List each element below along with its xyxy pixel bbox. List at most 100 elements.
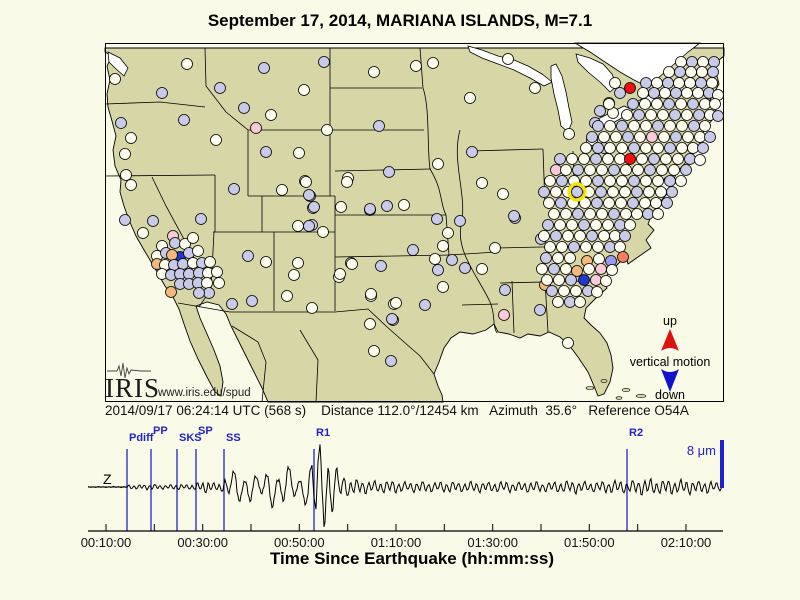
station-dot[interactable]: [169, 237, 181, 249]
station-dot[interactable]: [636, 153, 648, 165]
station-dot[interactable]: [694, 131, 706, 143]
station-dot[interactable]: [640, 142, 652, 154]
station-dot[interactable]: [651, 77, 663, 89]
station-dot[interactable]: [308, 201, 320, 213]
station-dot[interactable]: [562, 337, 574, 349]
station-dot[interactable]: [556, 241, 568, 253]
station-dot[interactable]: [640, 175, 652, 187]
station-dot[interactable]: [555, 197, 567, 209]
station-dot[interactable]: [454, 215, 466, 227]
station-dot[interactable]: [595, 186, 607, 198]
station-dot[interactable]: [201, 277, 213, 289]
station-dot[interactable]: [570, 285, 582, 297]
station-dot[interactable]: [432, 158, 444, 170]
station-dot[interactable]: [664, 175, 676, 187]
station-dot[interactable]: [203, 287, 215, 299]
station-dot[interactable]: [620, 164, 632, 176]
station-dot[interactable]: [544, 241, 556, 253]
station-dot[interactable]: [578, 153, 590, 165]
station-dot[interactable]: [674, 66, 686, 78]
station-dot[interactable]: [592, 241, 604, 253]
station-dot[interactable]: [578, 219, 590, 231]
station-dot[interactable]: [580, 142, 592, 154]
station-dot[interactable]: [627, 98, 639, 110]
station-dot[interactable]: [541, 274, 553, 286]
station-dot[interactable]: [115, 117, 127, 129]
station-dot[interactable]: [385, 355, 397, 367]
station-dot[interactable]: [410, 60, 422, 72]
station-dot[interactable]: [617, 251, 629, 263]
station-dot[interactable]: [659, 87, 671, 99]
station-dot[interactable]: [187, 232, 199, 244]
station-dot[interactable]: [660, 153, 672, 165]
iris-url[interactable]: www.iris.edu/spud: [157, 387, 251, 399]
station-dot[interactable]: [633, 109, 645, 121]
station-dot[interactable]: [622, 131, 634, 143]
station-dot[interactable]: [681, 109, 693, 121]
station-dot[interactable]: [386, 313, 398, 325]
station-dot[interactable]: [292, 220, 304, 232]
station-dot[interactable]: [586, 131, 598, 143]
station-dot[interactable]: [666, 186, 678, 198]
station-dot[interactable]: [334, 268, 346, 280]
station-dot[interactable]: [579, 197, 591, 209]
station-dot[interactable]: [657, 109, 669, 121]
station-dot[interactable]: [628, 120, 640, 132]
station-dot[interactable]: [616, 175, 628, 187]
station-dot[interactable]: [592, 142, 604, 154]
station-dot[interactable]: [373, 120, 385, 132]
station-dot[interactable]: [687, 142, 699, 154]
station-dot[interactable]: [210, 134, 222, 146]
station-dot[interactable]: [181, 58, 193, 70]
station-dot[interactable]: [427, 57, 439, 69]
station-dot[interactable]: [228, 183, 240, 195]
station-dot[interactable]: [619, 230, 631, 242]
station-dot[interactable]: [560, 164, 572, 176]
station-dot[interactable]: [276, 184, 288, 196]
station-dot[interactable]: [650, 197, 662, 209]
station-dot[interactable]: [529, 82, 541, 94]
station-dot[interactable]: [580, 175, 592, 187]
station-dot[interactable]: [556, 175, 568, 187]
station-dot[interactable]: [431, 213, 443, 225]
station-dot[interactable]: [624, 153, 636, 165]
station-dot[interactable]: [432, 264, 444, 276]
station-dot[interactable]: [476, 263, 488, 275]
station-dot[interactable]: [548, 263, 560, 275]
station-dot[interactable]: [265, 109, 277, 121]
station-dot[interactable]: [536, 263, 548, 275]
station-dot[interactable]: [709, 98, 721, 110]
station-dot[interactable]: [306, 302, 318, 314]
station-dot[interactable]: [595, 263, 607, 275]
station-dot[interactable]: [604, 241, 616, 253]
station-dot[interactable]: [639, 197, 651, 209]
station-dot[interactable]: [554, 153, 566, 165]
station-dot[interactable]: [692, 87, 704, 99]
station-dot[interactable]: [658, 131, 670, 143]
station-dot[interactable]: [648, 153, 660, 165]
station-dot[interactable]: [211, 266, 223, 278]
station-dot[interactable]: [442, 227, 454, 239]
station-dot[interactable]: [572, 208, 584, 220]
station-dot[interactable]: [574, 296, 586, 308]
station-dot[interactable]: [634, 131, 646, 143]
station-dot[interactable]: [390, 297, 402, 309]
station-dot[interactable]: [341, 176, 353, 188]
station-dot[interactable]: [596, 164, 608, 176]
station-dot[interactable]: [542, 219, 554, 231]
station-dot[interactable]: [499, 284, 511, 296]
station-dot[interactable]: [125, 179, 137, 191]
station-dot[interactable]: [591, 197, 603, 209]
station-dot[interactable]: [303, 220, 315, 232]
station-dot[interactable]: [419, 299, 431, 311]
station-dot[interactable]: [238, 102, 250, 114]
station-dot[interactable]: [609, 77, 621, 89]
station-dot[interactable]: [300, 176, 312, 188]
station-dot[interactable]: [694, 154, 706, 166]
station-dot[interactable]: [652, 208, 664, 220]
station-dot[interactable]: [120, 169, 132, 181]
station-dot[interactable]: [437, 240, 449, 252]
station-dot[interactable]: [604, 120, 616, 132]
station-dot[interactable]: [321, 124, 333, 136]
station-dot[interactable]: [250, 122, 262, 134]
